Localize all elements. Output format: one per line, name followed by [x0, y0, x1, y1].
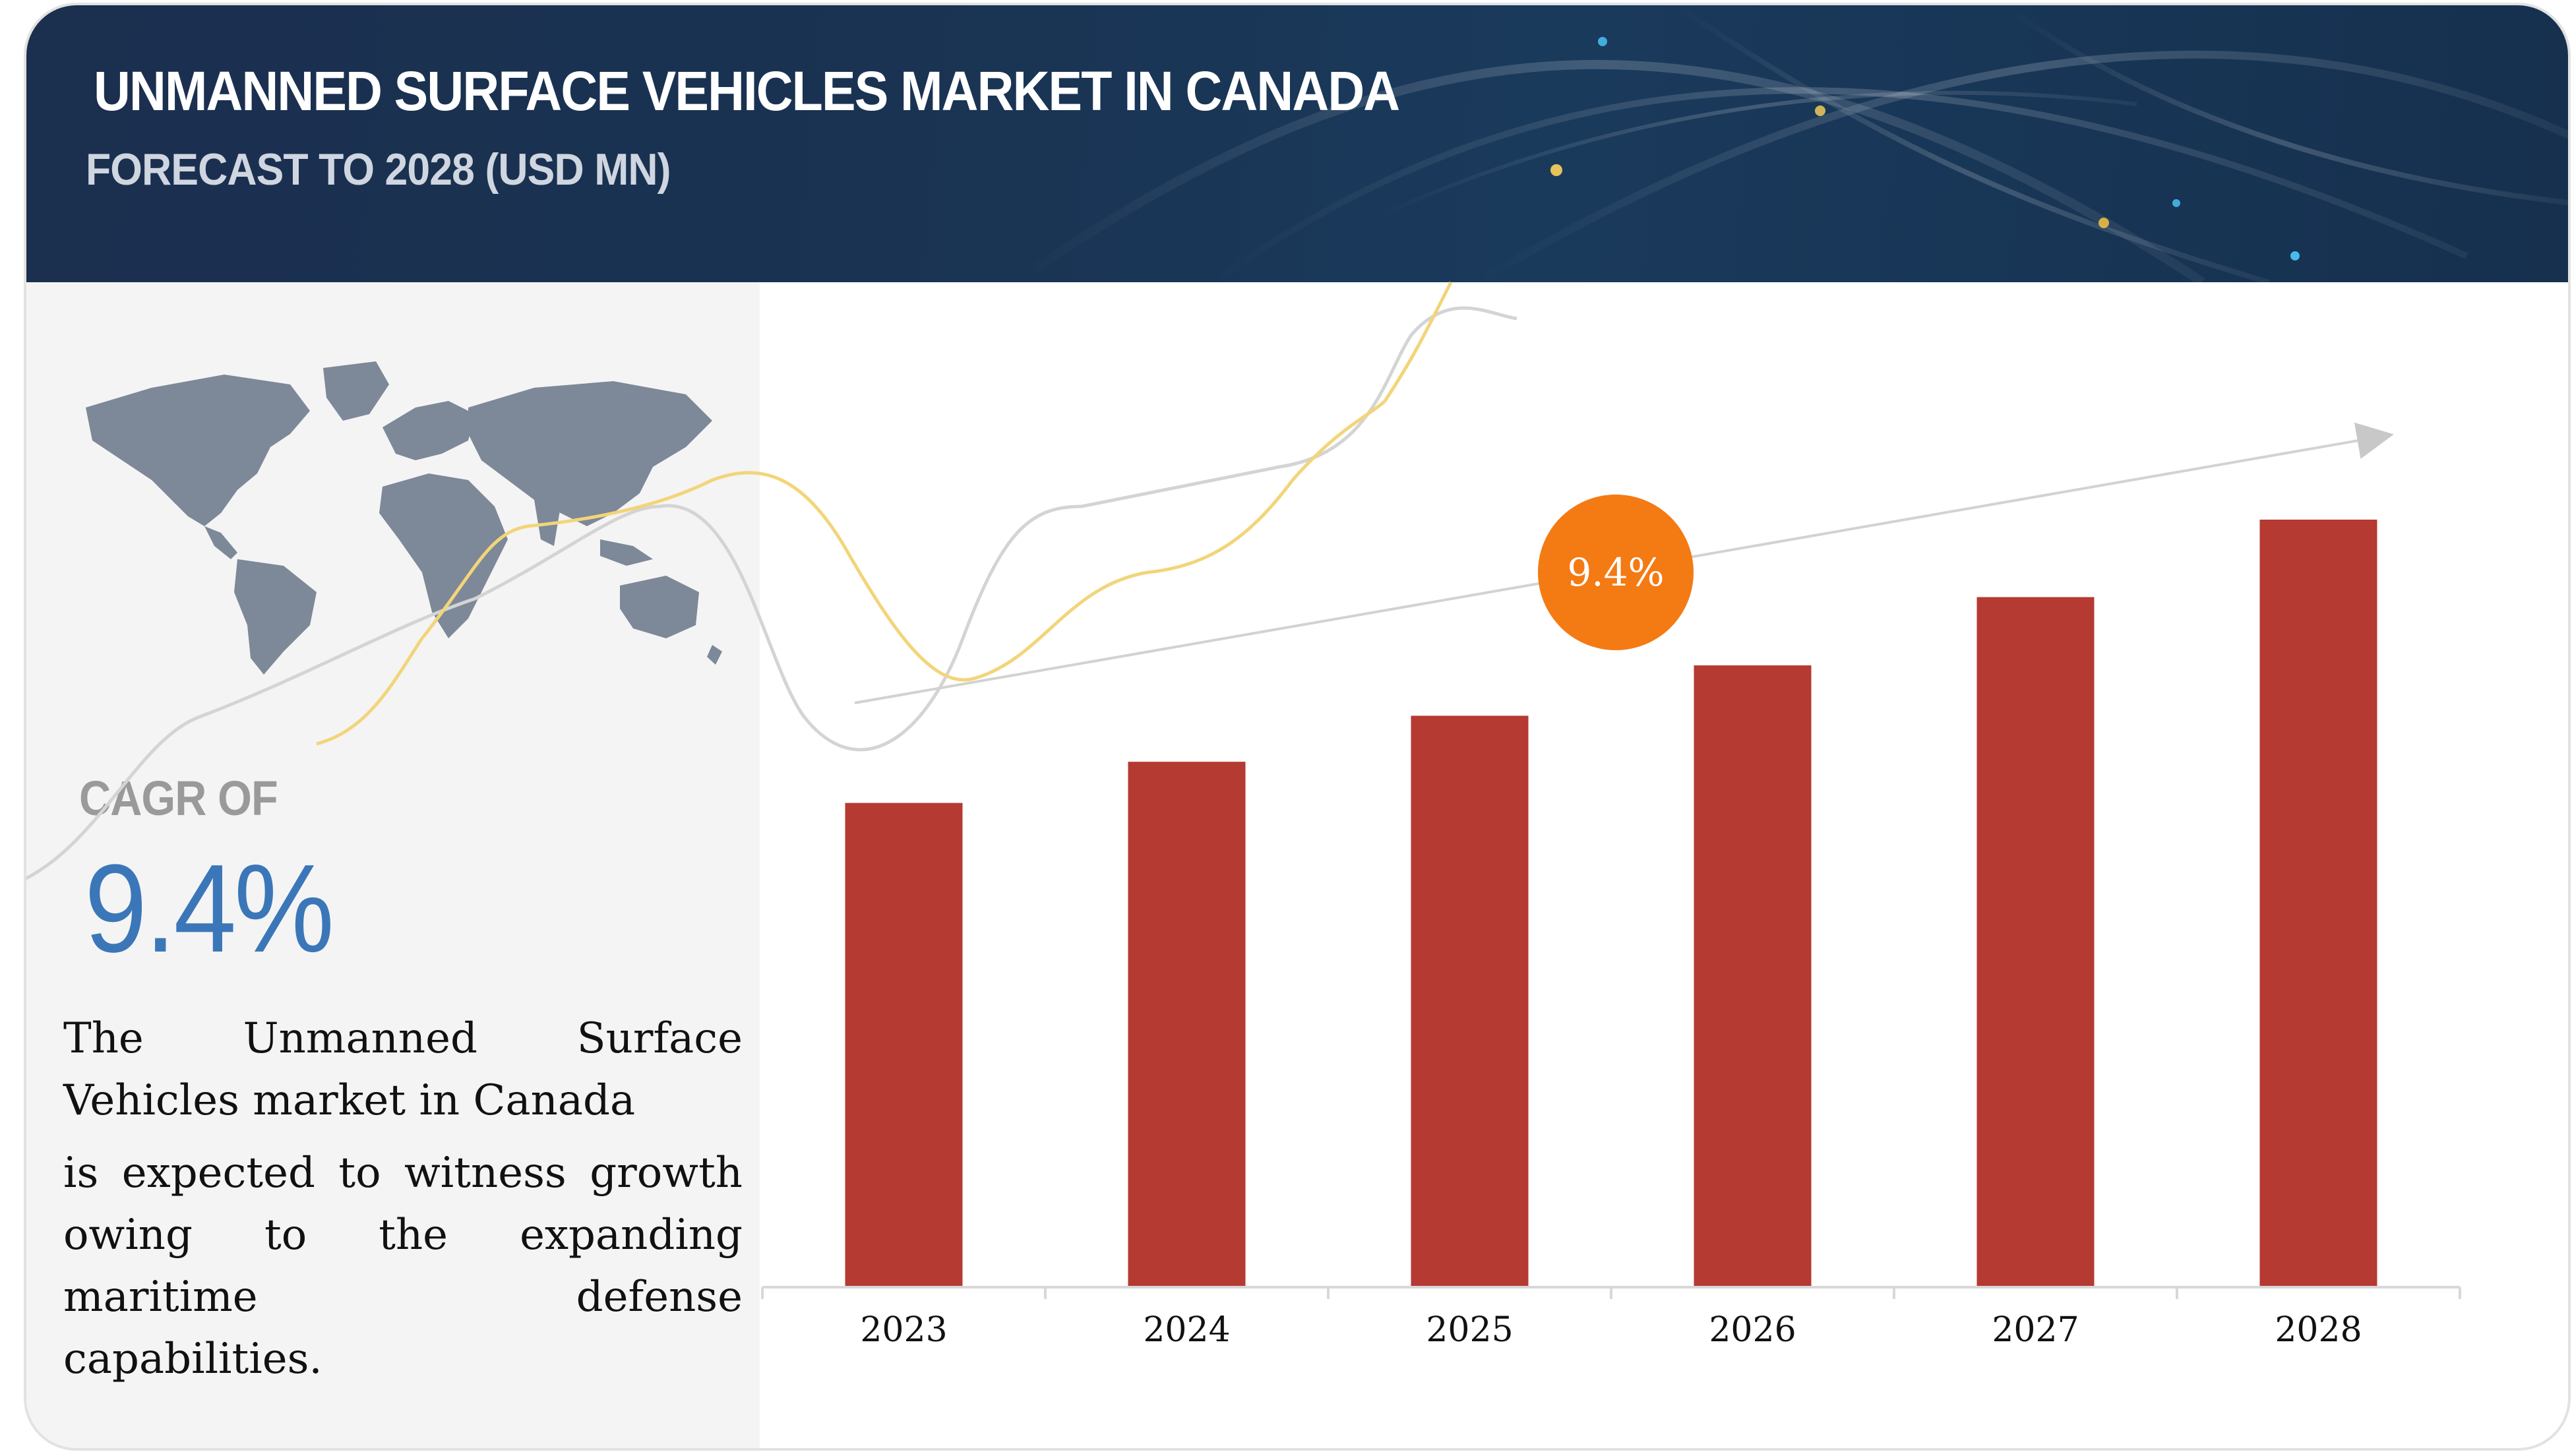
chart-title: UNMANNED SURFACE VEHICLES MARKET IN CANA… — [94, 60, 1400, 122]
description-line: Vehicles market in Canada — [63, 1076, 636, 1125]
market-description: The Unmanned Surface Vehicles market in … — [63, 1008, 743, 1390]
bar-chart: 2023 2024 2025 2026 2027 2028 — [761, 422, 2461, 1350]
description-line: owing to the expanding — [63, 1211, 743, 1259]
x-tick-label: 2027 — [1992, 1310, 2079, 1350]
growth-rate-badge: 9.4% — [1538, 495, 1694, 650]
header-banner: UNMANNED SURFACE VEHICLES MARKET IN CANA… — [26, 5, 2568, 282]
description-line: The Unmanned Surface — [63, 1014, 743, 1063]
bar-2023 — [845, 803, 963, 1287]
description-line: capabilities. — [63, 1335, 322, 1383]
description-line: maritime defense — [63, 1273, 743, 1321]
bar-2025 — [1411, 715, 1529, 1287]
summary-panel: CAGR OF 9.4% The Unmanned Surface Vehicl… — [26, 282, 760, 1448]
x-tick-label: 2026 — [1709, 1310, 1796, 1350]
bar-2027 — [1976, 597, 2095, 1287]
cagr-value: 9.4% — [84, 839, 334, 979]
x-tick-label: 2025 — [1426, 1310, 1513, 1350]
x-tick-label: 2023 — [860, 1310, 947, 1350]
header-light-trails — [1012, 5, 2568, 282]
infographic-card: UNMANNED SURFACE VEHICLES MARKET IN CANA… — [24, 3, 2571, 1451]
x-tick-label: 2028 — [2275, 1310, 2362, 1350]
chart-subtitle: FORECAST TO 2028 (USD MN) — [86, 144, 671, 195]
decorative-wave-lines — [26, 281, 1517, 880]
description-line: is expected to witness growth — [63, 1149, 743, 1198]
bar-2026 — [1694, 665, 1812, 1287]
bar-2028 — [2259, 520, 2377, 1287]
x-tick-label: 2024 — [1143, 1310, 1230, 1350]
world-map-icon — [86, 361, 722, 675]
bar-2024 — [1128, 762, 1246, 1287]
